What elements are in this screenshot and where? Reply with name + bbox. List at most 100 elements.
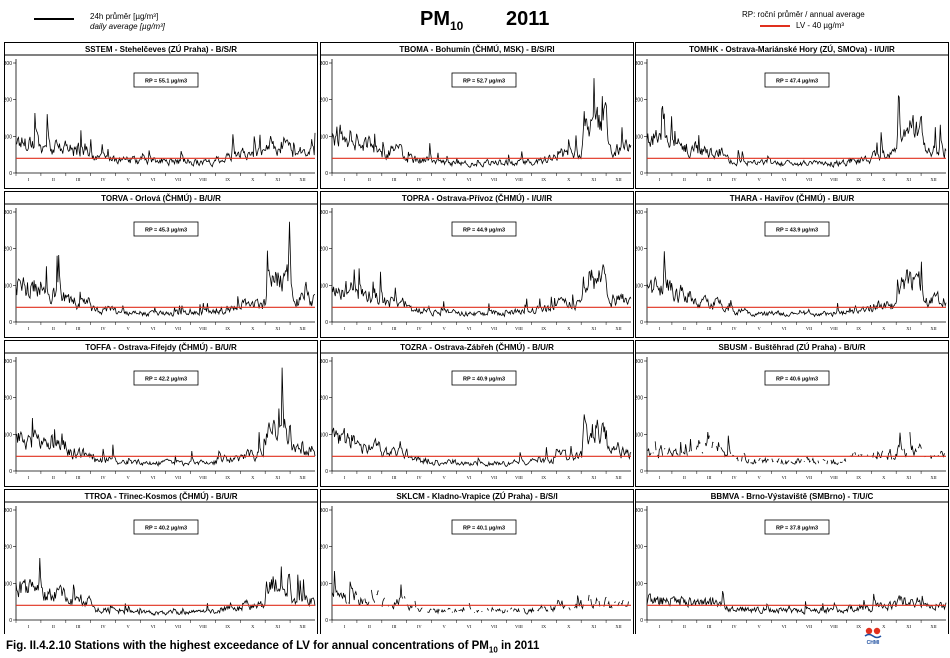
month-label: V — [443, 475, 447, 480]
y-tick-label: 300 — [320, 508, 329, 514]
month-label: IV — [101, 475, 106, 480]
panel-title: TOPRA - Ostrava-Přívoz (ČHMÚ) - I/U/IR — [402, 194, 552, 203]
month-label: I — [28, 326, 30, 331]
month-label: III — [392, 177, 397, 182]
month-label: XI — [275, 475, 280, 480]
y-tick-label: 300 — [4, 508, 13, 514]
panel-title: SBUSM - Buštěhrad (ZÚ Praha) - B/U/R — [718, 343, 865, 352]
month-label: IV — [101, 326, 106, 331]
month-label: VI — [782, 326, 787, 331]
month-label: V — [758, 624, 762, 629]
y-tick-label: 0 — [640, 618, 643, 624]
month-label: II — [368, 624, 371, 629]
panel-frame — [635, 191, 949, 338]
legend-annual: RP: roční průměr / annual average LV - 4… — [742, 10, 865, 30]
station-panel: TBOMA - Bohumín (ČHMÚ, MSK) - B/S/RI 0 100… — [320, 42, 634, 189]
month-label: IX — [541, 326, 546, 331]
annual-average-box — [133, 519, 199, 535]
month-label: IV — [732, 177, 737, 182]
y-tick-label: 200 — [320, 247, 329, 253]
station-panel: TORVA - Orlová (ČHMÚ) - B/U/R 0 100 200 300 I… — [4, 191, 318, 338]
legend-daily-swatch — [34, 18, 74, 20]
y-tick-label: 200 — [635, 396, 644, 402]
month-label: V — [758, 326, 762, 331]
month-label: VIII — [830, 624, 838, 629]
month-label: IV — [417, 624, 422, 629]
y-tick-label: 300 — [4, 210, 13, 216]
y-tick-label: 200 — [4, 247, 13, 253]
chmi-logo-icon: CHMI — [864, 627, 882, 646]
daily-series-line — [15, 221, 316, 318]
month-label: VII — [175, 177, 182, 182]
month-label: VIII — [830, 475, 838, 480]
month-label: VII — [491, 624, 498, 629]
panel-title: TTROA - Třinec-Kosmos (ČHMÚ) - B/U/R — [84, 492, 237, 501]
panel-title: TOFFA - Ostrava-Fifejdy (ČHMÚ) - B/U/R — [85, 343, 237, 352]
annual-average-label: RP = 40.1 µg/m3 — [463, 526, 505, 532]
legend-daily-line2: daily average [µg/m³] — [90, 22, 165, 31]
month-label: III — [392, 475, 397, 480]
y-tick-label: 200 — [320, 98, 329, 104]
annual-average-box — [764, 519, 830, 535]
station-panel: SBUSM - Buštěhrad (ZÚ Praha) - B/U/R 0 100… — [635, 340, 949, 487]
month-label: IV — [101, 624, 106, 629]
panel-frame — [4, 489, 318, 634]
month-label: VII — [806, 624, 813, 629]
y-tick-label: 100 — [635, 432, 644, 438]
month-label: II — [52, 475, 55, 480]
month-label: XII — [930, 177, 937, 182]
month-label: IV — [101, 177, 106, 182]
y-tick-label: 200 — [4, 98, 13, 104]
legend-lv-swatch — [760, 24, 790, 27]
panel-title: THARA - Havířov (ČHMÚ) - B/U/R — [730, 194, 855, 203]
month-label: II — [52, 326, 55, 331]
month-label: VI — [782, 475, 787, 480]
y-tick-label: 300 — [635, 359, 644, 365]
panel-frame — [320, 340, 634, 487]
month-label: XI — [591, 624, 596, 629]
month-label: XII — [930, 475, 937, 480]
legend-lv-text: LV - 40 µg/m³ — [796, 21, 845, 30]
annual-average-box — [133, 370, 199, 386]
month-label: IX — [541, 624, 546, 629]
month-label: XI — [275, 624, 280, 629]
month-label: I — [344, 326, 346, 331]
panel-frame — [635, 42, 949, 189]
month-label: VI — [151, 326, 156, 331]
month-label: VII — [491, 177, 498, 182]
month-label: VI — [467, 326, 472, 331]
annual-average-label: RP = 44.9 µg/m3 — [463, 228, 505, 234]
month-label: VIII — [830, 177, 838, 182]
month-label: II — [683, 475, 686, 480]
y-tick-label: 0 — [640, 469, 643, 475]
y-tick-label: 200 — [635, 247, 644, 253]
month-label: VIII — [199, 624, 207, 629]
month-label: III — [392, 326, 397, 331]
station-panel: TOFFA - Ostrava-Fifejdy (ČHMÚ) - B/U/R 0 1… — [4, 340, 318, 487]
svg-text:CHMI: CHMI — [867, 640, 880, 646]
month-label: IX — [225, 624, 230, 629]
month-label: VIII — [199, 177, 207, 182]
annual-average-box — [764, 72, 830, 88]
month-label: X — [251, 326, 255, 331]
month-label: VI — [782, 177, 787, 182]
month-label: II — [683, 326, 686, 331]
month-label: VIII — [515, 177, 523, 182]
month-label: I — [28, 624, 30, 629]
month-label: V — [127, 177, 131, 182]
month-label: III — [707, 326, 712, 331]
y-tick-label: 300 — [635, 210, 644, 216]
month-label: III — [392, 624, 397, 629]
month-label: X — [567, 624, 571, 629]
panel-frame — [4, 42, 318, 189]
annual-average-label: RP = 40.9 µg/m3 — [463, 377, 505, 383]
y-tick-label: 100 — [635, 581, 644, 587]
panel-frame — [320, 191, 634, 338]
y-tick-label: 0 — [325, 618, 328, 624]
y-tick-label: 300 — [4, 359, 13, 365]
month-label: X — [882, 326, 886, 331]
y-tick-label: 0 — [640, 171, 643, 177]
daily-series-line — [331, 414, 632, 468]
month-label: IX — [225, 177, 230, 182]
month-label: XII — [930, 326, 937, 331]
